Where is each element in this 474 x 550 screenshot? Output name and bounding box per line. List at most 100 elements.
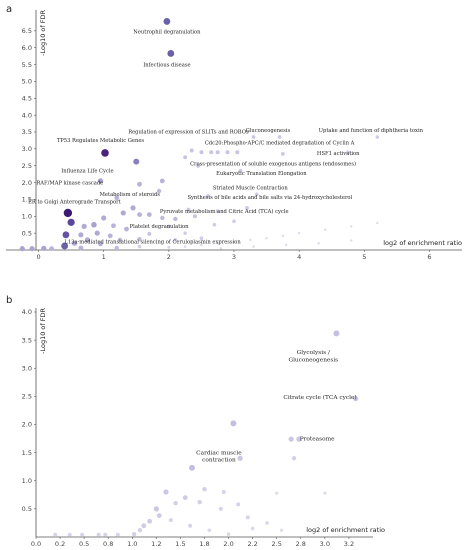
panel-letter-b: b	[6, 295, 12, 306]
annotation-label: Pyruvate metabolism and Citric Acid (TCA…	[160, 208, 289, 215]
data-point	[250, 526, 255, 531]
data-point	[41, 245, 47, 251]
data-point	[124, 226, 129, 232]
data-point	[251, 135, 256, 139]
data-point	[281, 234, 285, 238]
annotation-label: Proteasome	[300, 436, 335, 442]
data-point	[346, 150, 350, 155]
annotation-label: Uptake and function of diphtheria toxin	[319, 128, 424, 134]
data-point	[114, 245, 119, 251]
data-point	[230, 420, 237, 427]
data-point	[219, 247, 223, 250]
data-point	[98, 241, 103, 247]
panel-letter-a: a	[6, 4, 12, 15]
data-point	[80, 532, 85, 537]
y-tick-label: 4.0	[22, 111, 32, 119]
annotation-label: Gluconeogenesis	[246, 128, 291, 134]
data-point	[238, 168, 243, 173]
y-tick-label: 2.5	[22, 162, 32, 170]
annotation-label: TP53 Regulates Metabolic Genes	[57, 138, 145, 144]
y-tick-label: 0.5	[22, 505, 32, 513]
y-tick-label: 1.5	[22, 196, 32, 204]
annotation-label: Influenza Life Cycle	[61, 168, 113, 174]
data-point	[137, 181, 142, 187]
data-point	[221, 490, 226, 494]
data-point	[206, 194, 210, 198]
y-tick-label: 6.5	[22, 27, 32, 35]
data-point	[209, 150, 214, 155]
data-point	[317, 242, 320, 245]
annotation-label: Cross-presentation of soluble exogenous …	[190, 161, 356, 168]
data-point	[67, 218, 75, 226]
data-point	[114, 195, 120, 201]
annotation-label: Neutrophil degranulation	[133, 30, 201, 36]
data-point	[71, 240, 77, 246]
panel-b-plot: 0.5 1.0 1.5 2.0 2.5 3.0 3.5 4.0 0.0 0.2 0.5 0.8 1.0 1…	[22, 308, 385, 548]
y-tick-label: 0.5	[22, 229, 32, 237]
data-point	[137, 528, 143, 533]
data-point	[146, 212, 152, 218]
data-point	[353, 396, 359, 402]
y-tick-label: 3.5	[22, 336, 32, 344]
y-tick-label: 4.0	[22, 308, 32, 316]
annotation-label: Striated Muscle Contraction	[213, 185, 288, 191]
data-point	[249, 238, 252, 242]
data-point	[159, 178, 165, 184]
data-point	[107, 233, 113, 239]
data-point	[160, 215, 165, 221]
data-point	[212, 222, 217, 227]
x-tick-label: 5	[362, 253, 366, 261]
annotation-label: ER to Golgi Anterograde Transport	[28, 199, 121, 205]
data-point	[350, 225, 353, 228]
data-point	[183, 245, 187, 248]
annotation-label: Gluconeogenesis	[288, 358, 338, 364]
data-point	[215, 209, 220, 214]
data-point	[275, 491, 279, 495]
data-point	[237, 455, 243, 461]
data-point	[188, 464, 195, 471]
data-point	[166, 224, 171, 229]
x-tick-label: 2.8	[296, 540, 306, 548]
annotation-label: Citrate cycle (TCA cycle)	[283, 394, 356, 401]
data-point	[216, 242, 219, 245]
data-point	[173, 501, 178, 506]
data-point	[29, 246, 35, 252]
data-point	[141, 523, 147, 529]
data-point	[147, 518, 153, 524]
x-tick-label: 1.5	[175, 540, 185, 548]
data-point	[297, 231, 301, 235]
data-point	[137, 212, 142, 218]
data-point	[111, 223, 116, 229]
x-tick-label: 1.8	[199, 540, 209, 548]
x-tick-label: 1	[102, 253, 106, 261]
data-point	[196, 163, 201, 168]
data-point	[207, 528, 212, 533]
y-tick-label: 5.0	[22, 78, 32, 86]
data-point	[19, 246, 25, 252]
data-point	[147, 231, 152, 236]
y-tick-label: 1.5	[22, 449, 32, 457]
data-point	[226, 532, 231, 536]
data-point	[101, 215, 107, 221]
y-tick-label: 5.5	[22, 61, 32, 69]
data-point	[199, 236, 204, 240]
annotation-label: Cardiac muscle	[196, 450, 242, 456]
x-tick-label: 1.0	[127, 540, 137, 548]
data-point	[173, 216, 178, 222]
x-tick-label: 4	[297, 253, 301, 261]
x-tick-label: 2.2	[247, 540, 257, 548]
data-point	[284, 243, 288, 247]
y-tick-label: 6.0	[22, 44, 32, 52]
x-tick-label: 3.2	[344, 540, 354, 548]
x-tick-label: 3	[232, 253, 236, 261]
data-point	[132, 531, 137, 537]
annotation-label: Infectious disease	[143, 62, 190, 68]
data-point	[84, 237, 91, 243]
annotation-label: HSF1 activation	[317, 151, 360, 157]
y-axis-label: -Log10 of FDR	[39, 10, 47, 56]
data-point	[296, 436, 302, 442]
data-point	[168, 518, 173, 523]
annotation-label: L13a-mediated translational silencing of…	[64, 239, 241, 245]
data-point	[173, 238, 178, 242]
